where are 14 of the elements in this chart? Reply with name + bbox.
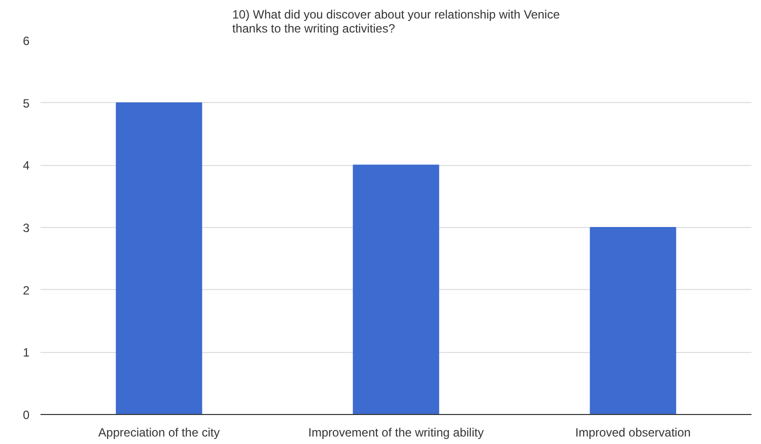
y-tick-label: 6 [22, 34, 30, 48]
bar [590, 227, 676, 414]
chart-title: 10) What did you discover about your relationship with Venice thanks to the writing activities? [232, 8, 560, 36]
bar [352, 164, 440, 414]
y-tick-label: 5 [22, 96, 30, 110]
y-tick-label: 0 [22, 408, 30, 422]
y-tick-label: 1 [22, 346, 30, 360]
y-tick-label: 2 [22, 283, 30, 298]
y-tick-label: 4 [22, 158, 30, 173]
bar [116, 102, 202, 414]
x-tick-label: Improved observation [575, 426, 691, 440]
y-tick-label: 3 [22, 221, 30, 235]
x-tick-label: Improvement of the writing ability [308, 426, 484, 440]
x-tick-label: Appreciation of the city [98, 426, 220, 440]
